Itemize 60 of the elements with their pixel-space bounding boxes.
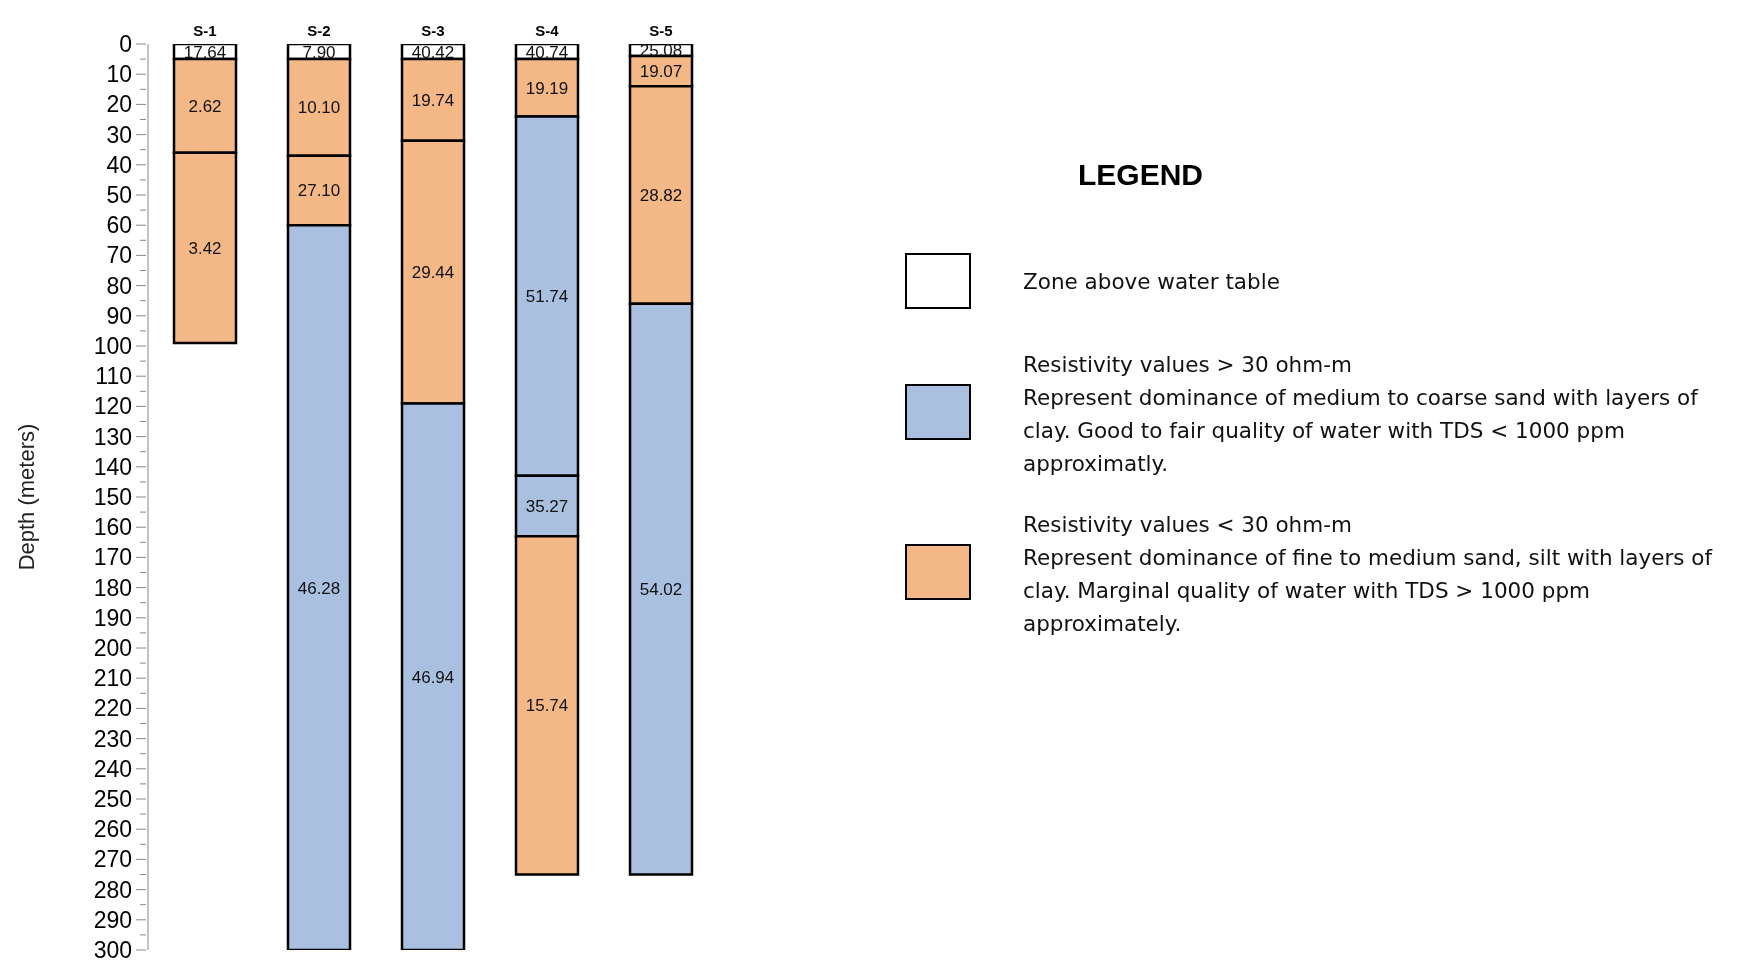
y-tick-label: 260 (93, 816, 132, 843)
text: Zone above water table (1023, 268, 1281, 296)
y-tick-label: 240 (93, 755, 132, 782)
y-tick-label: 170 (93, 544, 132, 571)
y-tick-label: 50 (106, 182, 132, 208)
x-tick-label: S-3 (421, 22, 445, 39)
y-tick-label: 280 (93, 876, 132, 903)
y-tick-label: 200 (93, 635, 132, 661)
y-tick-label: 150 (93, 484, 132, 510)
y-tick-label: 190 (93, 604, 132, 631)
legend-title: LEGEND (1078, 158, 1204, 192)
y-tick-label: 80 (106, 272, 132, 299)
y-tick-label: 230 (93, 725, 132, 752)
y-tick-label: 60 (106, 212, 132, 239)
annotation: 7.90 (302, 42, 336, 62)
annotation: 46.94 (411, 667, 455, 687)
y-tick-label: 40 (106, 151, 132, 178)
text: Resistivity values > 30 ohm-m Represent dominance of medium to coarse sand with layers of clay. Good to fair quality of water with TDS < 1000 ppm approximatly. (1023, 351, 1700, 478)
annotation: 29.44 (411, 263, 455, 283)
y-tick-label: 250 (93, 786, 132, 812)
y-tick-label: 130 (93, 423, 132, 450)
y-tick-label: 140 (93, 453, 132, 480)
y-tick-label: 220 (93, 695, 132, 722)
annotation: 19.74 (411, 90, 455, 110)
x-tick-label: S-5 (649, 22, 673, 39)
y-tick-label: 0 (119, 31, 132, 57)
annotation: 19.19 (525, 78, 569, 98)
y-tick-label: 20 (106, 91, 132, 118)
x-tick-label: S-4 (535, 22, 560, 39)
text: Resistivity values < 30 ohm-m Represent dominance of fine to medium sand, silt with layers of clay. Marginal quality of water with TDS > 1000 ppm approximately. (1023, 511, 1714, 638)
y-axis-title: Depth (meters) (13, 423, 39, 571)
y-tick-label: 120 (93, 393, 132, 420)
annotation: 46.28 (297, 578, 341, 598)
y-tick-label: 180 (93, 574, 132, 601)
annotation: 2.62 (188, 96, 222, 116)
y-tick-label: 290 (93, 906, 132, 933)
annotation: 51.74 (525, 287, 569, 307)
annotation: 27.10 (297, 181, 341, 201)
annotation: 3.42 (188, 238, 222, 258)
x-tick-label: S-1 (193, 22, 217, 39)
annotation: 40.74 (525, 42, 569, 62)
annotation: 10.10 (297, 98, 341, 118)
y-tick-label: 210 (93, 665, 132, 692)
y-tick-label: 300 (93, 937, 132, 963)
annotation: 15.74 (525, 696, 569, 716)
x-tick-label: S-2 (307, 22, 331, 39)
annotation: 19.07 (639, 62, 683, 82)
y-tick-label: 10 (106, 61, 132, 88)
annotation: 28.82 (639, 186, 683, 205)
y-tick-label: 90 (106, 302, 132, 329)
y-tick-label: 270 (93, 846, 132, 873)
annotation: 17.64 (183, 42, 227, 62)
y-tick-label: 160 (93, 514, 132, 541)
annotation: 54.02 (639, 580, 683, 600)
y-tick-label: 100 (93, 333, 132, 359)
annotation: 35.27 (525, 497, 569, 517)
y-tick-label: 70 (106, 242, 132, 269)
y-tick-label: 110 (95, 363, 132, 390)
y-tick-label: 30 (106, 121, 132, 148)
annotation: 40.42 (411, 42, 455, 62)
